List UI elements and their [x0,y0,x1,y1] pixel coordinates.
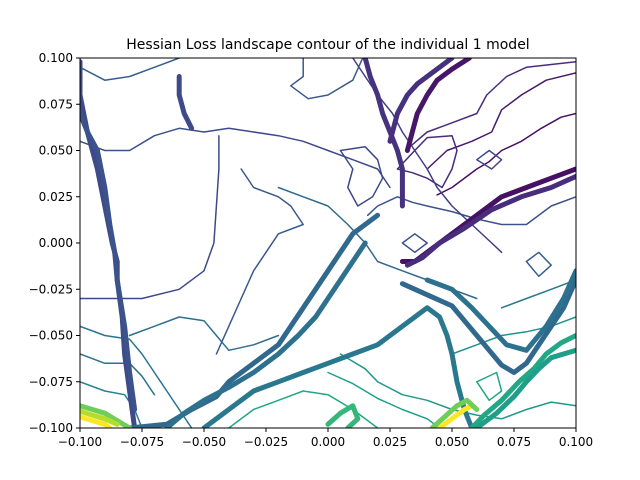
contour-line-26 [404,173,576,268]
contour-line-18 [476,371,503,402]
contour-line-30 [164,240,368,428]
contour-line-34 [399,277,576,375]
y-tick-label: −0.100 [29,421,73,435]
contour-line-24 [80,111,138,412]
contour-line-6 [203,127,391,189]
y-tick-label: 0.025 [39,190,73,204]
contour-line-4 [366,196,576,226]
x-tick-label: −0.025 [244,435,288,449]
contour-line-40 [429,397,480,428]
x-tick-label: −0.050 [182,435,226,449]
contour-line-10 [80,58,180,81]
y-tick-label: 0.050 [39,144,73,158]
contour-line-27 [387,58,455,144]
contour-line-38 [80,408,120,427]
contour-line-12 [128,316,280,352]
contour-line-20 [500,279,576,309]
contour-line-19 [451,316,576,355]
contour-line-46 [476,149,503,170]
y-tick-label: 0.075 [39,97,73,111]
x-tick-label: 0.050 [435,435,469,449]
contour-line-47 [525,251,552,278]
x-axis: −0.100 −0.075 −0.050 −0.025 0.000 0.025 0.050 0… [58,428,593,449]
y-tick-label: 0.000 [39,236,73,250]
contour-line-35 [424,268,576,353]
y-axis: −0.100 −0.075 −0.050 −0.025 0.000 0.025 0.050 0… [29,51,80,435]
x-tick-label: 0.100 [559,435,593,449]
contour-lines [80,58,576,428]
contour-line-3 [396,134,458,189]
contour-line-9 [290,58,364,100]
contour-line-13 [80,325,193,428]
y-tick-label: −0.050 [29,329,73,343]
contour-line-39 [437,403,475,428]
contour-line-43 [215,168,304,355]
y-tick-label: −0.075 [29,375,73,389]
contour-line-17 [327,371,441,428]
y-tick-label: 0.100 [39,51,73,65]
x-tick-label: 0.025 [373,435,407,449]
x-tick-label: −0.075 [120,435,164,449]
plot-area [80,58,576,428]
contour-line-42 [176,74,195,131]
contour-line-8 [80,127,205,152]
contour-line-28 [404,58,472,153]
x-tick-label: 0.075 [497,435,531,449]
contour-line-31 [201,305,475,428]
contour-line-1 [409,60,576,148]
contour-line-0 [426,72,576,170]
contour-line-45 [401,233,428,254]
contour-line-33 [474,347,576,428]
chart-title: Hessian Loss landscape contour of the in… [126,37,529,53]
contour-line-32 [469,333,576,428]
contour-line-15 [80,381,143,428]
y-tick-label: −0.025 [29,282,73,296]
x-tick-label: −0.100 [58,435,102,449]
contour-line-2 [436,112,576,196]
contour-line-36 [80,403,133,428]
contour-line-44 [339,146,384,207]
contour-line-37 [80,414,113,428]
x-tick-label: 0.000 [311,435,345,449]
contour-line-41 [325,403,361,428]
